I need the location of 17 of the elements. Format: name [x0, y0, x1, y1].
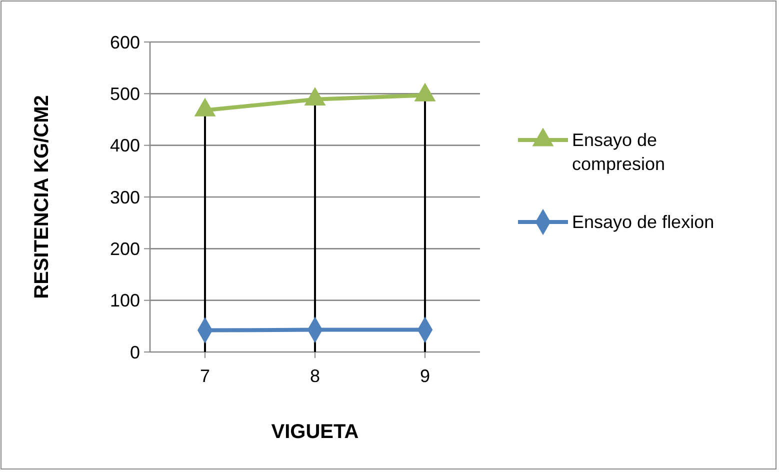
point: [194, 98, 216, 116]
x-tick-label: 8: [310, 366, 320, 386]
legend-label: Ensayo de compresion: [572, 130, 666, 174]
y-tick-label: 0: [130, 342, 140, 362]
x-tick-label: 9: [420, 366, 430, 386]
y-tick-label: 200: [110, 238, 140, 259]
x-axis-title: VIGUETA: [271, 421, 359, 443]
y-tick-label: 100: [110, 290, 140, 311]
point: [414, 82, 436, 102]
y-axis-title: RESITENCIA KG/CM2: [31, 95, 53, 299]
y-tick-label: 600: [110, 32, 140, 52]
y-tick-label: 300: [110, 187, 140, 208]
x-tick-label: 7: [200, 366, 210, 386]
point: [304, 86, 326, 106]
y-tick-label: 500: [110, 84, 140, 104]
legend-label: Ensayo de flexion: [572, 212, 714, 232]
y-tick-label: 400: [110, 136, 140, 156]
